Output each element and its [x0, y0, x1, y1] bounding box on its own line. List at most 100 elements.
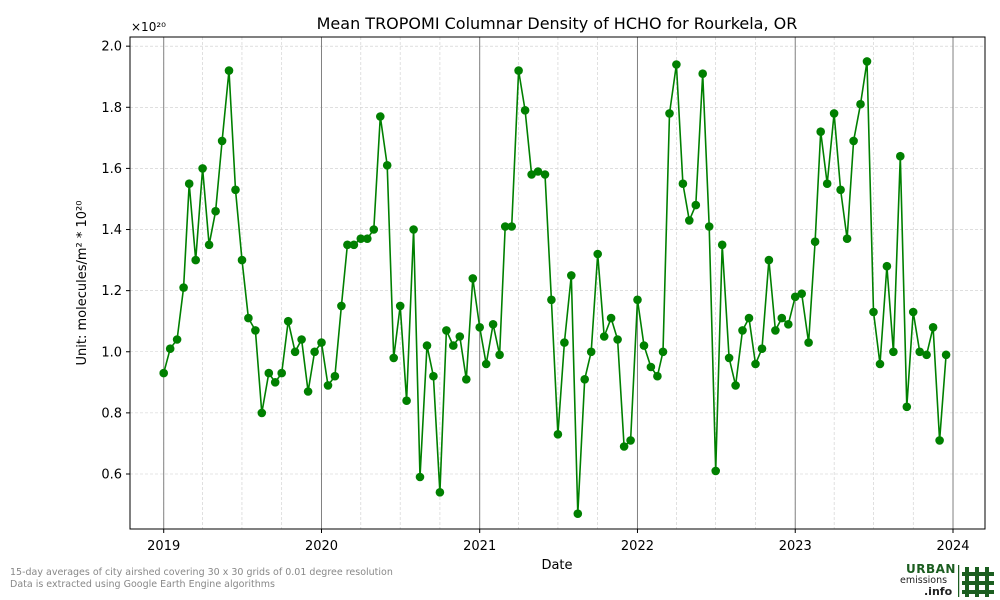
- series-hcho: [159, 57, 951, 518]
- data-point: [862, 57, 872, 66]
- data-point: [613, 335, 622, 344]
- grid-lines: [130, 37, 985, 529]
- data-point: [658, 347, 668, 357]
- data-point: [217, 136, 227, 146]
- data-point: [567, 271, 576, 280]
- footnote-source: Data is extracted using Google Earth Eng…: [10, 579, 275, 590]
- x-axis-label: Date: [541, 558, 572, 573]
- data-point: [882, 261, 892, 271]
- data-point: [856, 99, 865, 109]
- y-tick-label: 0.8: [101, 406, 122, 421]
- data-point: [270, 378, 280, 387]
- data-point: [599, 332, 609, 341]
- data-point: [784, 320, 793, 329]
- y-tick-label: 1.6: [101, 162, 122, 177]
- y-tick-label: 1.2: [101, 284, 122, 299]
- data-point: [626, 436, 635, 445]
- data-point: [251, 326, 260, 335]
- data-point: [744, 313, 754, 323]
- data-point: [678, 179, 688, 188]
- data-point: [290, 347, 300, 357]
- data-point: [468, 274, 478, 283]
- series-line: [162, 61, 947, 514]
- y-tick-label: 1.4: [101, 223, 122, 238]
- data-point: [244, 313, 253, 323]
- data-point: [764, 255, 774, 265]
- data-point: [757, 344, 767, 354]
- data-point: [337, 301, 346, 311]
- data-point: [646, 362, 656, 372]
- y-axis-ticks: 0.6 0.8 1.0 1.2 1.4 1.6 1.8 2.0: [101, 40, 130, 482]
- data-point: [198, 164, 207, 173]
- data-point: [665, 109, 674, 118]
- y-tick-label: 1.0: [101, 345, 122, 360]
- data-point: [449, 341, 458, 350]
- data-point: [691, 200, 701, 210]
- y-axis-label: Unit: molecules/m² * 10²⁰: [75, 201, 90, 366]
- data-point: [580, 375, 589, 384]
- data-point: [204, 240, 214, 250]
- data-point: [672, 60, 681, 69]
- data-point: [495, 350, 504, 360]
- data-point: [369, 225, 379, 234]
- x-axis-ticks: 2019 2020 2021 2022 2023 2024: [147, 529, 970, 554]
- data-point: [349, 240, 359, 250]
- data-point: [184, 179, 194, 188]
- data-point: [573, 509, 583, 518]
- plot-frame: [129, 36, 986, 530]
- data-point: [829, 109, 839, 118]
- data-point: [303, 387, 313, 396]
- data-point: [902, 402, 912, 412]
- data-point: [317, 338, 326, 347]
- data-point: [409, 225, 418, 234]
- data-point: [376, 112, 385, 121]
- data-point: [717, 240, 727, 250]
- data-point: [237, 255, 247, 265]
- data-point: [455, 332, 465, 341]
- data-point: [816, 127, 825, 136]
- logo-grid-icon: [958, 565, 994, 597]
- data-point: [330, 371, 340, 381]
- data-point: [941, 350, 951, 360]
- data-point: [343, 240, 352, 250]
- data-point: [429, 371, 438, 381]
- data-point: [159, 368, 168, 378]
- data-point: [402, 396, 411, 406]
- data-point: [520, 106, 530, 115]
- urban-emissions-logo: URBAN emissions .info: [898, 562, 998, 600]
- x-tick-label: 2019: [147, 539, 180, 554]
- data-point: [908, 307, 918, 317]
- data-point: [481, 359, 491, 369]
- data-point: [297, 335, 306, 344]
- year-separator-lines: [163, 37, 954, 529]
- data-point: [553, 430, 563, 439]
- data-point: [257, 408, 267, 418]
- logo-word-info: .info: [924, 585, 953, 598]
- data-point: [560, 338, 569, 347]
- data-point: [935, 436, 944, 445]
- data-point: [475, 323, 485, 332]
- data-point: [488, 320, 498, 329]
- data-point: [231, 185, 240, 195]
- data-point: [928, 323, 938, 332]
- data-point: [395, 301, 405, 311]
- data-point: [922, 350, 931, 360]
- data-point: [356, 234, 366, 243]
- x-tick-label: 2020: [305, 539, 338, 554]
- data-point: [462, 375, 471, 384]
- data-point: [869, 307, 878, 317]
- data-point: [165, 344, 175, 354]
- data-point: [751, 359, 760, 369]
- y-tick-label: 0.6: [101, 467, 122, 482]
- data-point: [507, 222, 516, 231]
- data-point: [415, 472, 425, 482]
- data-point: [738, 326, 747, 335]
- data-point: [422, 341, 432, 350]
- data-point: [191, 255, 200, 265]
- x-tick-label: 2022: [621, 539, 654, 554]
- data-point: [514, 66, 523, 75]
- data-point: [836, 185, 845, 195]
- data-point: [777, 313, 787, 323]
- data-point: [790, 292, 800, 302]
